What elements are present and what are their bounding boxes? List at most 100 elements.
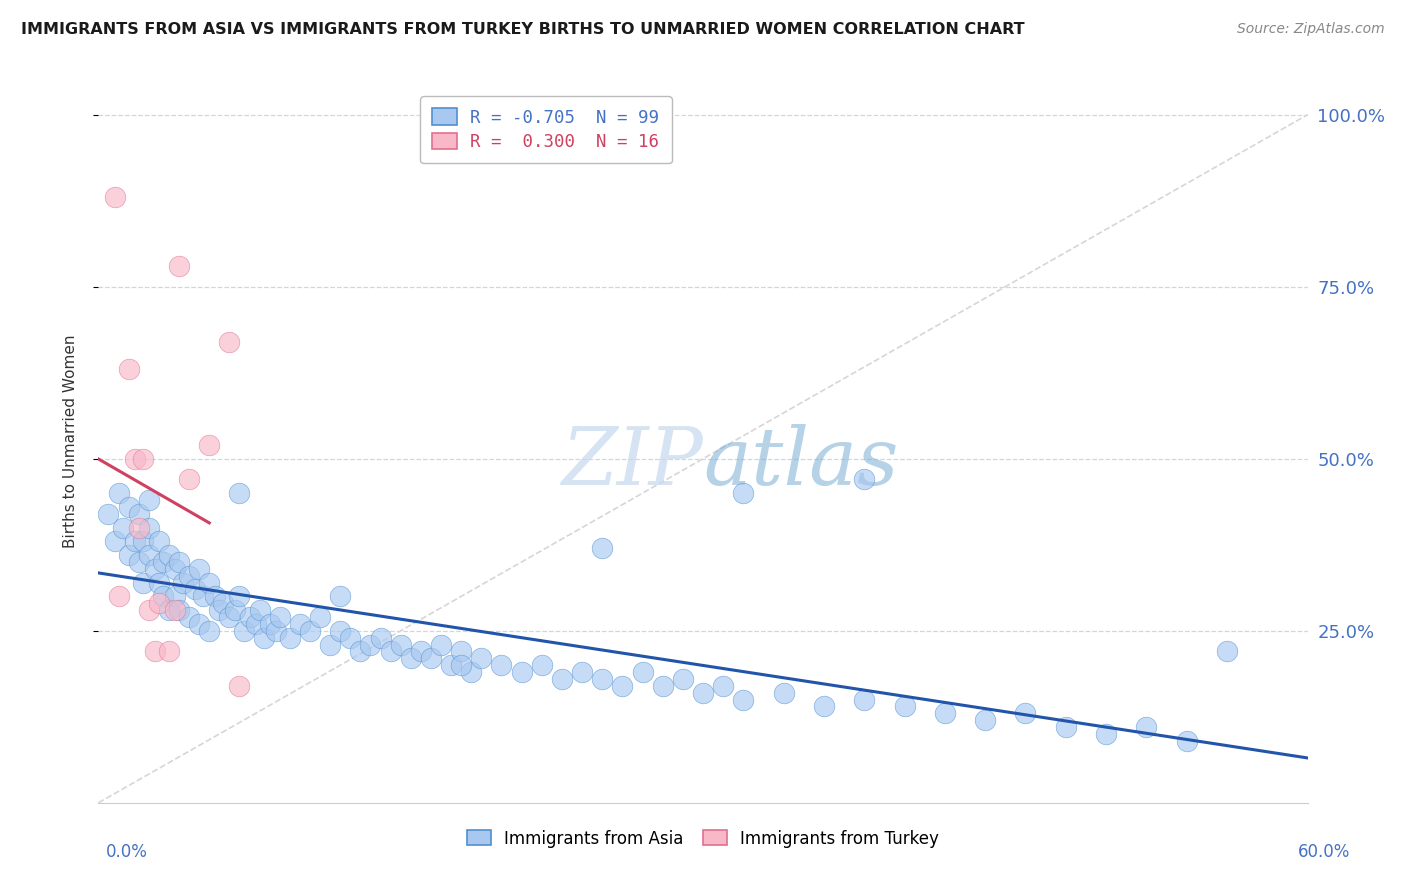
Point (184, 582, 207, 597)
Point (103, 190, 125, 204)
Point (612, 679, 634, 693)
Text: 60.0%: 60.0% (1298, 843, 1350, 861)
Point (571, 665, 593, 679)
Point (111, 520, 134, 534)
Point (420, 651, 443, 665)
Point (349, 644, 371, 658)
Point (107, 486, 129, 500)
Point (157, 644, 180, 658)
Point (148, 575, 170, 590)
Point (530, 658, 553, 673)
Point (591, 541, 613, 556)
Point (232, 624, 254, 638)
Point (853, 692, 876, 706)
Point (450, 658, 472, 673)
Point (1054, 720, 1077, 734)
Point (329, 624, 352, 638)
Point (733, 692, 755, 706)
Point (239, 610, 262, 624)
Point (934, 706, 956, 721)
Point (132, 534, 155, 549)
Point (198, 624, 221, 638)
Point (264, 624, 287, 638)
Point (249, 603, 271, 617)
Point (128, 520, 150, 534)
Point (208, 603, 231, 617)
Point (163, 603, 186, 617)
Point (128, 507, 150, 521)
Point (132, 451, 155, 466)
Text: IMMIGRANTS FROM ASIA VS IMMIGRANTS FROM TURKEY BIRTHS TO UNMARRIED WOMEN CORRELA: IMMIGRANTS FROM ASIA VS IMMIGRANTS FROM … (21, 22, 1025, 37)
Point (329, 590, 352, 604)
Point (1014, 706, 1036, 721)
Point (309, 610, 332, 624)
Point (118, 362, 141, 376)
Y-axis label: Births to Unmarried Women: Births to Unmarried Women (63, 334, 77, 549)
Point (460, 665, 482, 679)
Point (253, 631, 276, 645)
Point (138, 520, 160, 534)
Point (245, 616, 267, 631)
Point (157, 548, 180, 562)
Point (470, 651, 492, 665)
Point (269, 610, 291, 624)
Point (107, 590, 129, 604)
Point (228, 679, 250, 693)
Point (259, 616, 281, 631)
Point (167, 603, 190, 617)
Point (631, 665, 654, 679)
Point (97, 507, 120, 521)
Point (319, 638, 342, 652)
Point (188, 616, 211, 631)
Point (118, 500, 141, 514)
Point (193, 590, 215, 604)
Point (152, 590, 174, 604)
Point (1175, 734, 1198, 748)
Point (360, 638, 382, 652)
Point (198, 438, 221, 452)
Point (430, 638, 453, 652)
Point (138, 548, 160, 562)
Point (772, 686, 794, 700)
Legend: Immigrants from Asia, Immigrants from Turkey: Immigrants from Asia, Immigrants from Tu… (458, 822, 948, 856)
Point (167, 555, 190, 569)
Point (143, 644, 166, 658)
Point (204, 590, 226, 604)
Point (163, 590, 186, 604)
Point (198, 575, 221, 590)
Point (1135, 720, 1157, 734)
Point (172, 575, 194, 590)
Text: atlas: atlas (703, 425, 898, 502)
Point (510, 665, 533, 679)
Point (138, 603, 160, 617)
Point (1216, 644, 1239, 658)
Point (440, 658, 463, 673)
Point (339, 631, 361, 645)
Point (711, 679, 734, 693)
Point (118, 548, 141, 562)
Point (1095, 727, 1118, 741)
Point (813, 699, 835, 714)
Point (212, 596, 235, 610)
Point (370, 631, 392, 645)
Point (733, 486, 755, 500)
Point (218, 334, 240, 349)
Point (228, 590, 250, 604)
Point (103, 534, 125, 549)
Point (491, 658, 513, 673)
Point (148, 596, 170, 610)
Point (228, 486, 250, 500)
Point (278, 631, 301, 645)
Point (143, 562, 166, 576)
Point (138, 493, 160, 508)
Point (399, 651, 422, 665)
Point (179, 472, 201, 486)
Point (409, 644, 432, 658)
Text: Source: ZipAtlas.com: Source: ZipAtlas.com (1237, 22, 1385, 37)
Point (128, 555, 150, 569)
Text: ZIP: ZIP (561, 425, 703, 502)
Point (288, 616, 311, 631)
Point (380, 644, 402, 658)
Point (450, 644, 472, 658)
Point (299, 624, 322, 638)
